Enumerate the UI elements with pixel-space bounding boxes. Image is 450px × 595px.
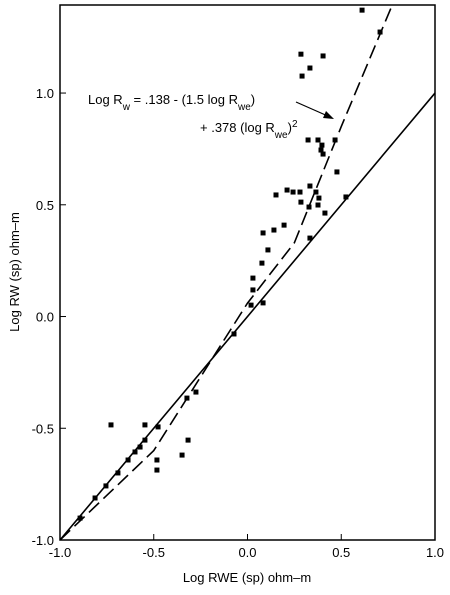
point xyxy=(115,470,121,476)
point xyxy=(307,235,313,241)
y-tick-label: 1.0 xyxy=(36,86,54,101)
annotation-part: ) xyxy=(251,92,255,107)
plot-frame xyxy=(59,4,436,541)
annotation-part: Log R xyxy=(88,92,123,107)
annotation-part: w xyxy=(122,102,131,113)
point xyxy=(193,389,199,395)
annotation-part: ) xyxy=(288,120,292,135)
point xyxy=(334,169,340,175)
point xyxy=(271,227,277,233)
point xyxy=(179,452,185,458)
x-axis-label: Log RWE (sp) ohm–m xyxy=(183,570,311,585)
point xyxy=(332,137,338,143)
point xyxy=(281,222,287,228)
point xyxy=(273,192,279,198)
annotation-part: we xyxy=(237,102,251,113)
point xyxy=(137,444,143,450)
point xyxy=(322,210,328,216)
point xyxy=(316,195,322,201)
fit-line xyxy=(59,5,393,541)
point xyxy=(154,457,160,463)
point xyxy=(318,147,324,153)
annotation-part: 2 xyxy=(292,119,298,130)
point xyxy=(359,7,365,13)
x-tick-label: -1.0 xyxy=(49,545,71,560)
x-tick-label: 1.0 xyxy=(426,545,444,560)
y-tick-label: 0.0 xyxy=(36,310,54,325)
annotation: Log Rw = .138 - (1.5 log Rwe) xyxy=(88,92,255,113)
fit-line xyxy=(59,92,436,541)
point xyxy=(307,65,313,71)
point xyxy=(231,331,237,337)
annotation: + .378 (log Rwe)2 xyxy=(200,119,298,141)
point xyxy=(142,437,148,443)
point xyxy=(77,515,83,521)
arrow-head xyxy=(323,111,334,119)
point xyxy=(265,247,271,253)
annotation-arrow xyxy=(295,101,331,118)
point xyxy=(315,137,321,143)
point xyxy=(184,395,190,401)
point xyxy=(307,183,313,189)
point xyxy=(306,204,312,210)
x-tick-label: 0.5 xyxy=(332,545,350,560)
point xyxy=(248,302,254,308)
point xyxy=(320,151,326,157)
point xyxy=(320,53,326,59)
x-tick-label: -0.5 xyxy=(143,545,165,560)
annotation-part: we xyxy=(274,130,288,141)
point xyxy=(297,189,303,195)
point xyxy=(290,189,296,195)
point xyxy=(154,467,160,473)
point xyxy=(103,483,109,489)
point xyxy=(92,495,98,501)
y-tick-label: 0.5 xyxy=(36,198,54,213)
point xyxy=(377,29,383,35)
point xyxy=(305,137,311,143)
y-tick-label: -0.5 xyxy=(32,421,54,436)
point xyxy=(125,457,131,463)
annotation-part: + .378 (log R xyxy=(200,120,275,135)
x-tick-label: 0.0 xyxy=(238,545,256,560)
point xyxy=(315,202,321,208)
point xyxy=(155,424,161,430)
annotation-part: = .138 - (1.5 log R xyxy=(130,92,238,107)
point xyxy=(299,73,305,79)
point xyxy=(132,449,138,455)
point xyxy=(260,230,266,236)
point xyxy=(343,194,349,200)
point xyxy=(185,437,191,443)
point xyxy=(250,275,256,281)
point xyxy=(313,189,319,195)
point xyxy=(142,422,148,428)
y-axis-label: Log RW (sp) ohm–m xyxy=(7,212,22,332)
point xyxy=(298,51,304,57)
point xyxy=(260,300,266,306)
point xyxy=(259,260,265,266)
point xyxy=(319,142,325,148)
point xyxy=(108,422,114,428)
point xyxy=(298,199,304,205)
point xyxy=(284,187,290,193)
point xyxy=(250,287,256,293)
y-tick-label: -1.0 xyxy=(32,533,54,548)
